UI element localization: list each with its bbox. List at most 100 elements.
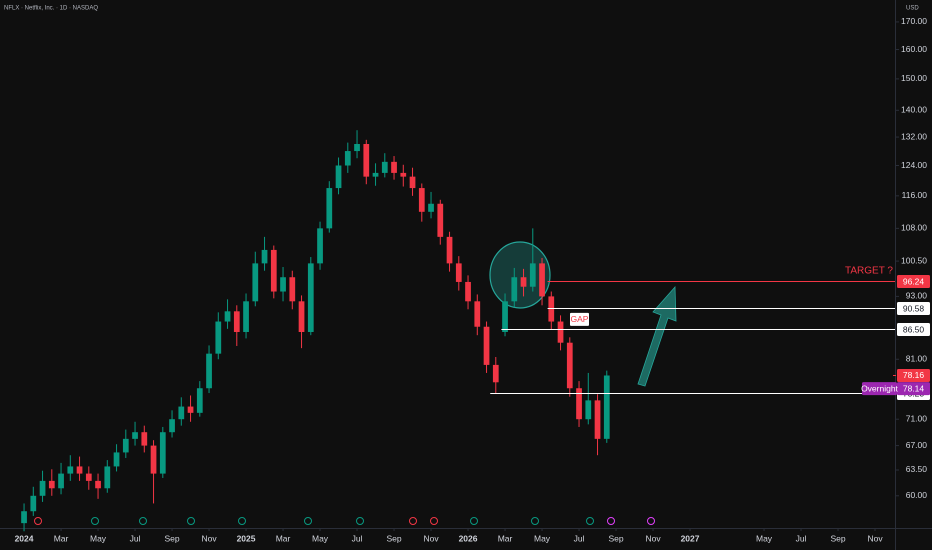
x-tick-label: Nov — [201, 533, 217, 543]
x-tick-label: Sep — [386, 533, 401, 543]
candle-body — [132, 432, 138, 439]
y-tick-label: 100.50 — [901, 255, 927, 265]
price-line-tag-box — [897, 275, 930, 288]
y-tick-label: 108.00 — [901, 223, 927, 233]
event-marker — [34, 517, 42, 525]
candle-body — [187, 406, 194, 413]
y-tick-label: 150.00 — [901, 73, 927, 83]
candle-body — [372, 172, 379, 177]
candle-body — [270, 249, 277, 292]
candle-body — [400, 172, 407, 177]
gap-annotation: GAP — [571, 314, 589, 324]
candle-body — [354, 144, 360, 152]
overnight-tag-label: 78.14 — [903, 383, 925, 393]
candle-body — [465, 281, 471, 302]
candle-body — [85, 473, 92, 481]
currency: USD — [906, 6, 919, 12]
candle-body — [381, 161, 388, 173]
candle-body — [298, 301, 305, 332]
candle-body — [418, 188, 425, 212]
candle-body — [67, 466, 74, 474]
candle-body — [58, 473, 64, 489]
y-tick-label: 67.00 — [906, 440, 928, 450]
y-tick-label: 140.00 — [901, 105, 927, 115]
candle-body — [437, 203, 444, 237]
x-tick-label: Nov — [867, 533, 883, 543]
candle-body — [511, 277, 518, 302]
x-tick-label: Mar — [498, 533, 513, 543]
y-tick-label: 160.00 — [901, 44, 927, 54]
price-line-tag-box — [897, 323, 930, 336]
y-tick-label: 124.00 — [901, 160, 927, 170]
overnight-name: Overnight — [861, 383, 898, 393]
x-tick-label: May — [756, 533, 773, 543]
x-tick-label: Jul — [130, 533, 141, 543]
trend-arrow — [637, 285, 677, 387]
candle-body — [243, 301, 249, 332]
event-marker — [531, 517, 539, 525]
candle-body — [252, 263, 259, 302]
y-tick-label: 132.00 — [901, 131, 927, 141]
candle-body — [520, 277, 527, 287]
candle-body — [446, 236, 453, 264]
x-tick-label: Jul — [796, 533, 807, 543]
y-tick-label: 93.00 — [906, 291, 928, 301]
x-tick-label: 2025 — [237, 533, 256, 543]
event-marker — [238, 517, 246, 525]
x-tick-label: 2026 — [459, 533, 478, 543]
candle-body — [150, 445, 157, 474]
x-tick-label: Jul — [574, 533, 585, 543]
x-tick-label: May — [534, 533, 551, 543]
candle-body — [483, 326, 490, 365]
candle-body — [122, 438, 129, 453]
candle-body — [76, 466, 83, 474]
event-marker — [586, 517, 594, 525]
candle-body — [428, 203, 434, 212]
candle-body — [113, 452, 120, 467]
candle-body — [215, 321, 222, 354]
x-tick-label: Sep — [830, 533, 845, 543]
candle-body — [529, 263, 536, 287]
event-marker — [470, 517, 478, 525]
candle-body — [326, 188, 333, 229]
candle-body — [409, 176, 416, 189]
candle-body — [30, 495, 37, 512]
event-marker — [304, 517, 312, 525]
event-markers — [34, 517, 655, 525]
event-marker — [409, 517, 417, 525]
candle-body — [48, 480, 55, 489]
price-line-tag-label: 96.24 — [903, 276, 925, 286]
candle-body — [307, 263, 314, 332]
candle-body — [196, 388, 203, 413]
overnight-tag-box — [897, 382, 930, 396]
candle-body — [363, 144, 370, 177]
candle-body — [603, 375, 610, 439]
event-marker — [430, 517, 438, 525]
candle-body — [576, 388, 582, 420]
event-marker — [607, 517, 615, 525]
candle-body — [39, 480, 46, 496]
candle-body — [224, 311, 231, 322]
candle-body — [95, 480, 101, 489]
event-marker — [91, 517, 99, 525]
candle-body — [474, 301, 481, 327]
y-tick-label: 116.00 — [902, 190, 928, 200]
last-price-tag-label: 78.16 — [903, 370, 925, 380]
gap-box — [570, 312, 589, 326]
last-price-tag-box — [897, 368, 930, 382]
candle-body — [233, 311, 240, 332]
candle-body — [104, 466, 111, 489]
candle-body — [566, 342, 573, 389]
candle-body — [169, 419, 175, 433]
event-marker — [356, 517, 364, 525]
candle-body — [289, 277, 296, 302]
y-tick-label: 81.00 — [906, 354, 928, 364]
candle-body — [344, 151, 351, 166]
x-tick-label: Mar — [54, 533, 69, 543]
x-tick-label: May — [312, 533, 329, 543]
overnight-name-box — [862, 382, 897, 396]
candle-body — [585, 400, 592, 420]
